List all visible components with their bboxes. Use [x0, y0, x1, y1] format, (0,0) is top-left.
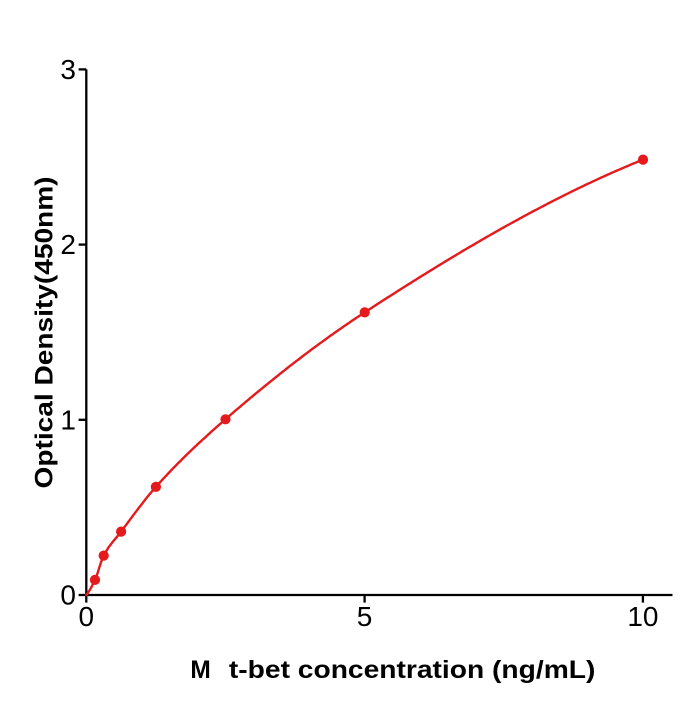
svg-text:M: M — [190, 656, 210, 684]
svg-text:t-bet concentration (ng/mL): t-bet concentration (ng/mL) — [229, 656, 596, 684]
svg-text:2: 2 — [60, 229, 76, 260]
svg-text:5: 5 — [357, 601, 373, 632]
svg-text:3: 3 — [60, 54, 76, 85]
svg-text:Optical Density(450nm): Optical Density(450nm) — [31, 177, 59, 489]
svg-text:10: 10 — [627, 601, 658, 632]
svg-text:0: 0 — [79, 601, 95, 632]
svg-text:1: 1 — [60, 404, 76, 435]
svg-text:0: 0 — [60, 580, 76, 611]
